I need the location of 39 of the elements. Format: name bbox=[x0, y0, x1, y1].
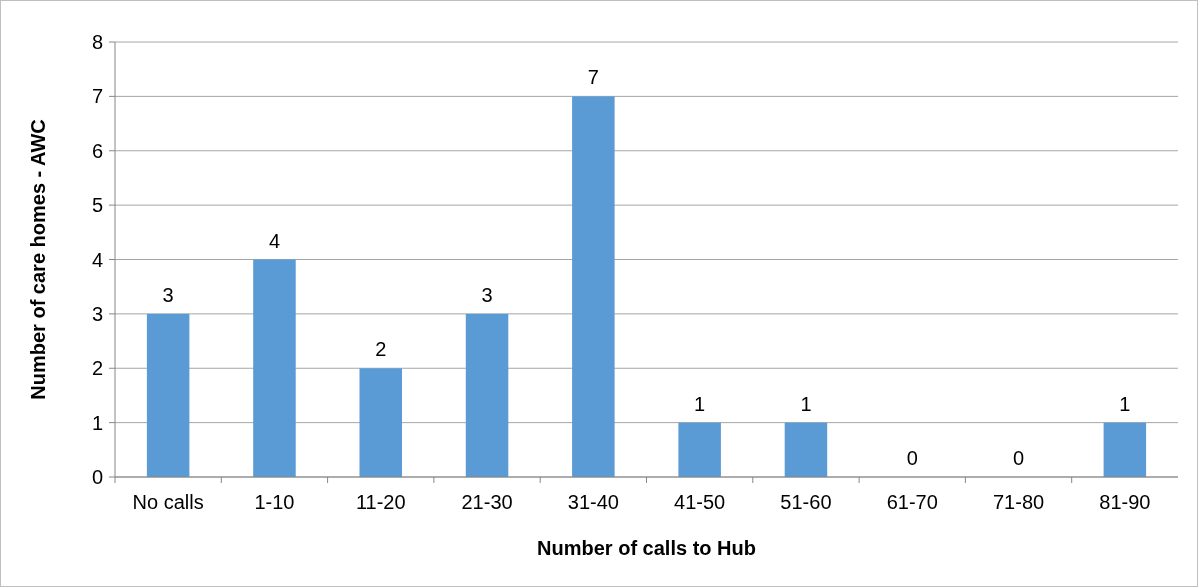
x-tick-label: 41-50 bbox=[674, 491, 726, 513]
x-tick-label: 31-40 bbox=[567, 491, 619, 513]
y-tick-label: 2 bbox=[91, 357, 103, 380]
y-tick-label: 5 bbox=[91, 194, 103, 217]
data-label: 2 bbox=[375, 338, 387, 361]
y-tick-label: 6 bbox=[91, 139, 103, 162]
y-axis-title: Number of care homes - AWC bbox=[27, 119, 49, 400]
data-label: 0 bbox=[1012, 447, 1025, 469]
data-label: 3 bbox=[481, 283, 493, 306]
data-label: 3 bbox=[162, 283, 174, 306]
bar bbox=[253, 259, 296, 477]
x-tick-label: 71-80 bbox=[992, 491, 1045, 513]
y-tick-label: 4 bbox=[91, 248, 103, 271]
x-tick-label: 1-10 bbox=[254, 491, 295, 513]
y-tick-label: 0 bbox=[91, 466, 103, 488]
y-tick-label: 7 bbox=[91, 85, 103, 108]
bar bbox=[146, 313, 190, 477]
data-label: 0 bbox=[906, 447, 918, 469]
x-tick-label: 81-90 bbox=[1099, 491, 1151, 513]
bar bbox=[1103, 422, 1147, 477]
x-axis-title: Number of calls to Hub bbox=[537, 537, 756, 559]
x-tick-label: 21-30 bbox=[461, 491, 513, 513]
bar bbox=[678, 422, 721, 477]
y-tick-label: 8 bbox=[91, 31, 103, 53]
y-tick-label: 3 bbox=[91, 302, 103, 325]
bar bbox=[572, 96, 615, 477]
x-tick-label: 61-70 bbox=[886, 491, 938, 513]
data-label: 1 bbox=[1119, 392, 1131, 415]
bar bbox=[465, 313, 509, 477]
data-label: 1 bbox=[694, 392, 706, 415]
data-label: 7 bbox=[587, 66, 599, 89]
x-tick-label: 51-60 bbox=[780, 491, 832, 513]
bar bbox=[784, 422, 828, 477]
x-tick-label: 11-20 bbox=[355, 491, 406, 513]
x-tick-label: No calls bbox=[132, 491, 204, 513]
y-tick-label: 1 bbox=[91, 411, 103, 434]
bar bbox=[359, 368, 403, 477]
data-label: 4 bbox=[268, 229, 281, 252]
data-label: 1 bbox=[800, 392, 812, 415]
